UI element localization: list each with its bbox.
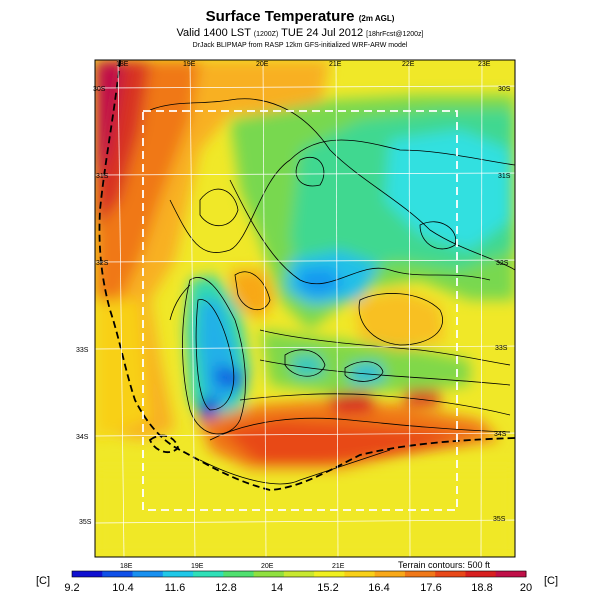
- forecast-info: [18hrFcst@1200z]: [366, 31, 424, 38]
- coastline: [98, 60, 515, 491]
- valid-main: Valid 1400 LST: [176, 27, 251, 39]
- colorbar-ticks: 9.2 10.4 11.6 12.8 14 15.2 16.4 17.6 18.…: [64, 582, 532, 594]
- lat-labels-left: 30S 31S 32S 33S 34S 35S: [76, 86, 109, 526]
- colorbar-swatch: [404, 571, 436, 577]
- colorbar-swatch: [314, 571, 345, 577]
- lon-label-top-3: 21E: [329, 61, 342, 68]
- lat-label-left-0: 30S: [93, 86, 106, 93]
- colorbar-swatch: [495, 571, 527, 577]
- colorbar-tick-2: 11.6: [165, 582, 186, 594]
- colorbar: [71, 570, 527, 578]
- lat-lon-grid: [95, 60, 515, 557]
- lon-label-bottom-0: 18E: [120, 563, 133, 570]
- colorbar-unit-right: [C]: [544, 575, 559, 587]
- colorbar-tick-6: 16.4: [368, 582, 389, 594]
- domain-boundary: [142, 110, 458, 511]
- model-credit: DrJack BLIPMAP from RASP 12km GFS-initia…: [192, 42, 408, 49]
- colorbar-swatch: [193, 571, 224, 577]
- lon-label-top-2: 20E: [256, 61, 269, 68]
- colorbar-swatch: [223, 571, 255, 577]
- lon-label-top-4: 22E: [402, 61, 415, 68]
- lat-label-right-5: 35S: [493, 516, 506, 523]
- lat-label-left-4: 34S: [76, 434, 89, 441]
- lat-labels-right: 30S 31S 32S 33S 34S 35S: [493, 86, 511, 523]
- colorbar-swatch: [465, 571, 497, 577]
- lon-label-bottom-1: 19E: [191, 563, 204, 570]
- lon-labels-bottom: 18E 19E 20E 21E: [120, 563, 345, 570]
- terrain-note: Terrain contours: 500 ft: [398, 560, 491, 570]
- colorbar-swatch: [344, 571, 376, 577]
- lat-label-left-2: 32S: [96, 260, 109, 267]
- valid-time: Valid 1400 LST (1200Z) TUE 24 Jul 2012 […: [0, 27, 600, 39]
- lat-label-right-0: 30S: [498, 86, 511, 93]
- lat-label-right-2: 32S: [496, 260, 509, 267]
- valid-date: TUE 24 Jul 2012: [281, 27, 364, 39]
- lon-labels-top: 18E 19E 20E 21E 22E 23E: [116, 61, 491, 68]
- colorbar-tick-3: 12.8: [215, 582, 236, 594]
- lon-label-top-0: 18E: [116, 61, 129, 68]
- colorbar-tick-7: 17.6: [420, 582, 441, 594]
- colorbar-outline: [71, 570, 527, 578]
- colorbar-swatch: [102, 571, 134, 577]
- lon-label-top-1: 19E: [183, 61, 196, 68]
- colorbar-tick-5: 15.2: [317, 582, 338, 594]
- lat-label-left-5: 35S: [79, 519, 92, 526]
- lat-label-right-1: 31S: [498, 173, 511, 180]
- lat-label-right-4: 34S: [494, 431, 507, 438]
- terrain-contours: [149, 98, 515, 485]
- lat-label-right-3: 33S: [495, 345, 508, 352]
- lon-label-bottom-3: 21E: [332, 563, 345, 570]
- colorbar-swatch: [253, 571, 285, 577]
- colorbar-swatch: [435, 571, 466, 577]
- colorbar-tick-9: 20: [520, 582, 532, 594]
- colorbar-swatch: [283, 571, 315, 577]
- chart-title: Surface Temperature (2m AGL): [205, 8, 395, 25]
- title-qualifier: (2m AGL): [358, 14, 395, 23]
- colorbar-swatch: [72, 571, 103, 577]
- lat-label-left-1: 31S: [96, 173, 109, 180]
- lon-label-top-5: 23E: [478, 61, 491, 68]
- valid-code: (1200Z): [253, 31, 279, 38]
- colorbar-tick-1: 10.4: [112, 582, 133, 594]
- colorbar-tick-0: 9.2: [64, 582, 79, 594]
- colorbar-tick-4: 14: [271, 582, 283, 594]
- lon-label-bottom-2: 20E: [261, 563, 274, 570]
- map-frame: [94, 59, 516, 558]
- colorbar-swatch: [162, 571, 194, 577]
- temperature-field: [95, 60, 515, 557]
- colorbar-swatch: [374, 571, 406, 577]
- colorbar-swatch: [132, 571, 164, 577]
- colorbar-unit-left: [C]: [36, 575, 51, 587]
- colorbar-tick-8: 18.8: [471, 582, 492, 594]
- lat-label-left-3: 33S: [76, 347, 89, 354]
